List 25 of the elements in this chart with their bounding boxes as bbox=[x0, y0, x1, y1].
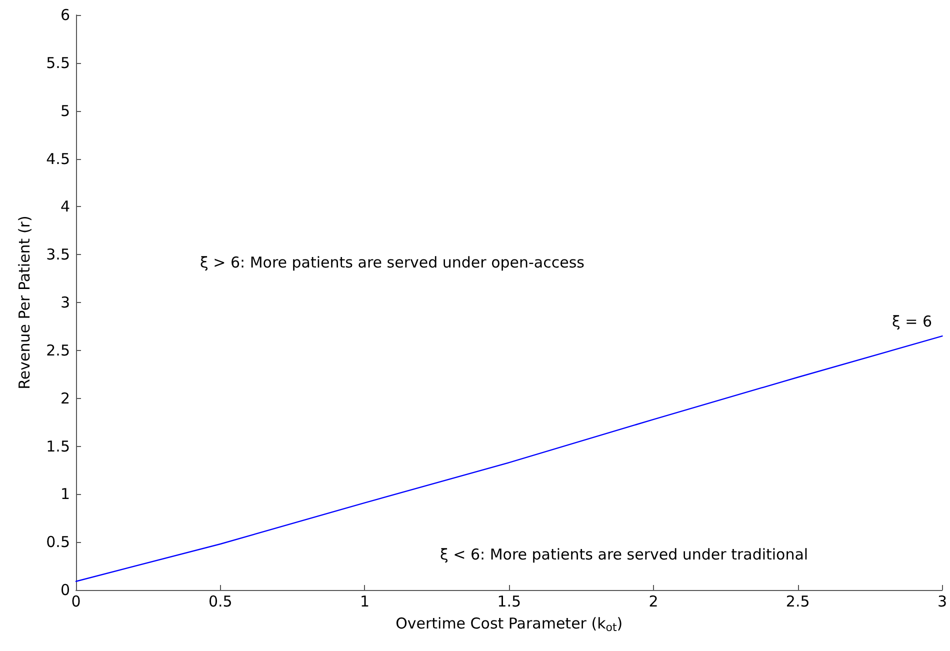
y-tick-label: 6 bbox=[60, 6, 70, 24]
x-tick-label: 3 bbox=[937, 592, 947, 610]
y-tick-label: 1 bbox=[60, 485, 70, 504]
x-tick-label: 2.5 bbox=[786, 592, 810, 610]
annotation: ξ > 6: More patients are served under open-access bbox=[200, 254, 585, 272]
annotation: ξ = 6 bbox=[892, 312, 932, 330]
y-tick-label: 2.5 bbox=[46, 341, 70, 360]
y-tick-label: 0 bbox=[60, 581, 70, 599]
y-tick-label: 2 bbox=[60, 389, 70, 408]
y-tick-label: 5.5 bbox=[46, 54, 70, 72]
x-tick-label: 2 bbox=[648, 592, 658, 610]
x-tick-label: 0.5 bbox=[208, 592, 232, 610]
y-tick-label: 4.5 bbox=[46, 150, 70, 168]
x-tick-label: 1 bbox=[360, 592, 370, 610]
annotation: ξ < 6: More patients are served under traditional bbox=[440, 546, 808, 564]
line-series bbox=[75, 335, 943, 582]
y-tick-label: 0.5 bbox=[46, 533, 70, 552]
y-tick-label: 5 bbox=[60, 102, 70, 120]
y-tick-label: 4 bbox=[60, 198, 70, 216]
y-tick-label: 3.5 bbox=[46, 246, 70, 264]
y-tick-label: 3 bbox=[60, 294, 70, 312]
y-axis-title: Revenue Per Patient (r) bbox=[16, 216, 34, 390]
y-tick-label: 1.5 bbox=[46, 437, 70, 456]
x-tick-label: 0 bbox=[71, 592, 81, 610]
x-tick-label: 1.5 bbox=[497, 592, 522, 610]
